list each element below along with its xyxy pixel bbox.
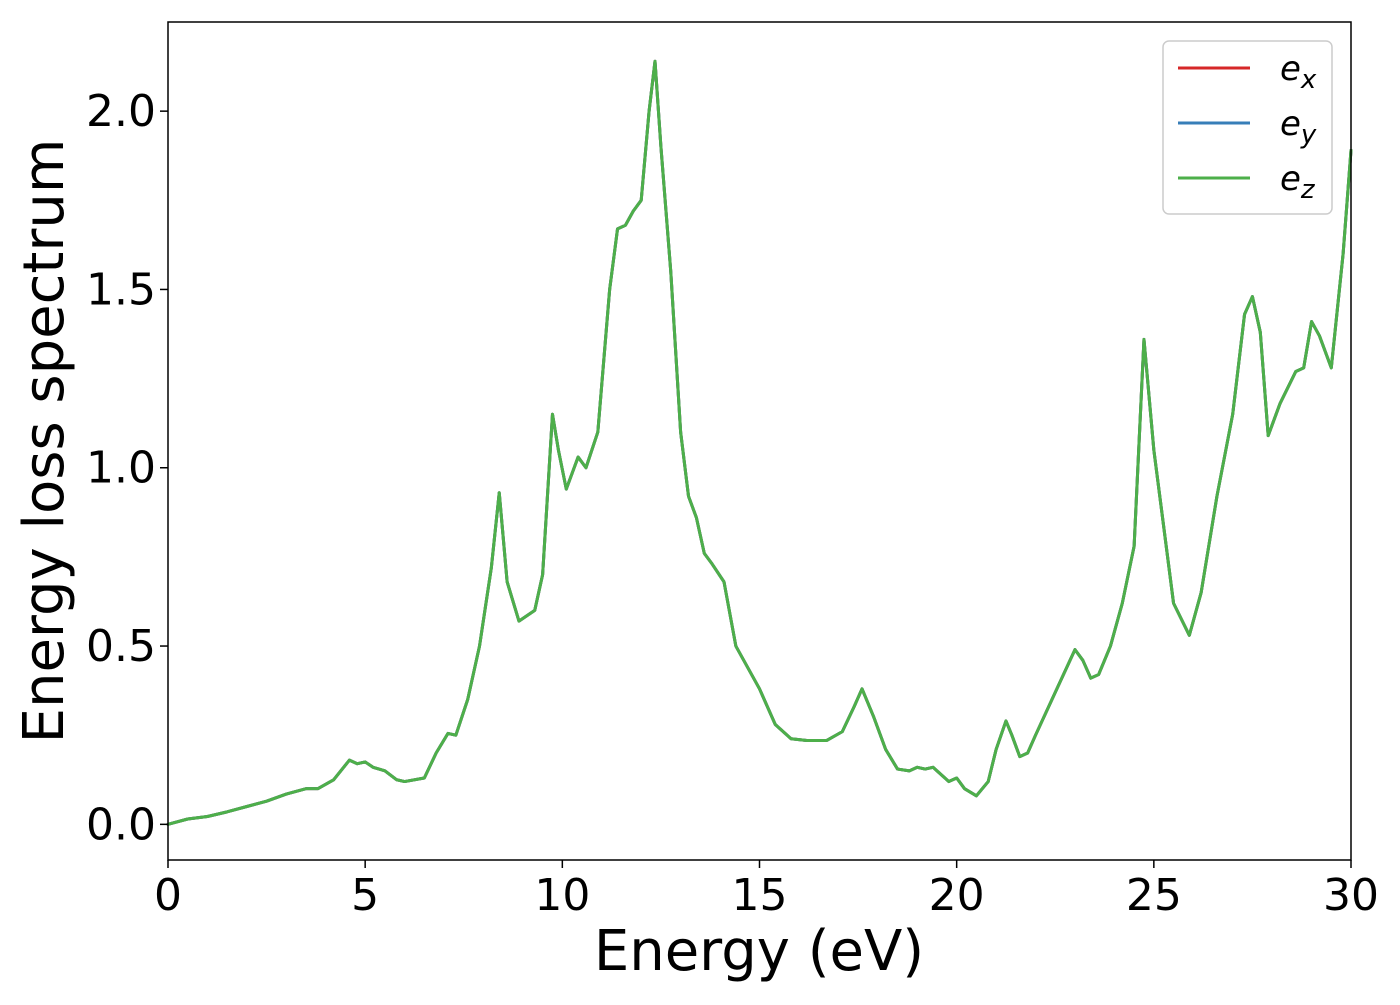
- legend-label-ez: ez: [1280, 159, 1316, 205]
- legend-label-ex: ex: [1280, 49, 1317, 95]
- x-tick-label: 0: [154, 870, 182, 921]
- ticks-layer: 0 5 10 15 20 25 30 0.0 0.5 1.0 1.5 2.0: [86, 86, 1379, 921]
- x-tick-label: 30: [1323, 870, 1379, 921]
- y-tick-label: 0.5: [86, 621, 156, 672]
- legend: ex ey ez: [1162, 40, 1333, 215]
- x-tick-label: 5: [351, 870, 379, 921]
- series-line-e-z: [166, 59, 1353, 826]
- y-tick-label: 0.0: [86, 799, 156, 850]
- legend-box: [1162, 40, 1333, 215]
- y-tick-label: 1.0: [86, 443, 156, 494]
- x-tick-label: 25: [1126, 870, 1182, 921]
- legend-label-ey: ey: [1280, 104, 1317, 150]
- y-axis-label: Energy loss spectrum: [12, 139, 77, 744]
- x-tick-label: 10: [534, 870, 590, 921]
- x-tick-label: 20: [929, 870, 985, 921]
- x-axis-label: Energy (eV): [594, 919, 924, 984]
- series-layer: [166, 59, 1353, 826]
- y-tick-label: 1.5: [86, 264, 156, 315]
- legend-entries: ex ey ez: [1178, 49, 1317, 205]
- x-tick-label: 15: [732, 870, 788, 921]
- y-tick-label: 2.0: [86, 86, 156, 137]
